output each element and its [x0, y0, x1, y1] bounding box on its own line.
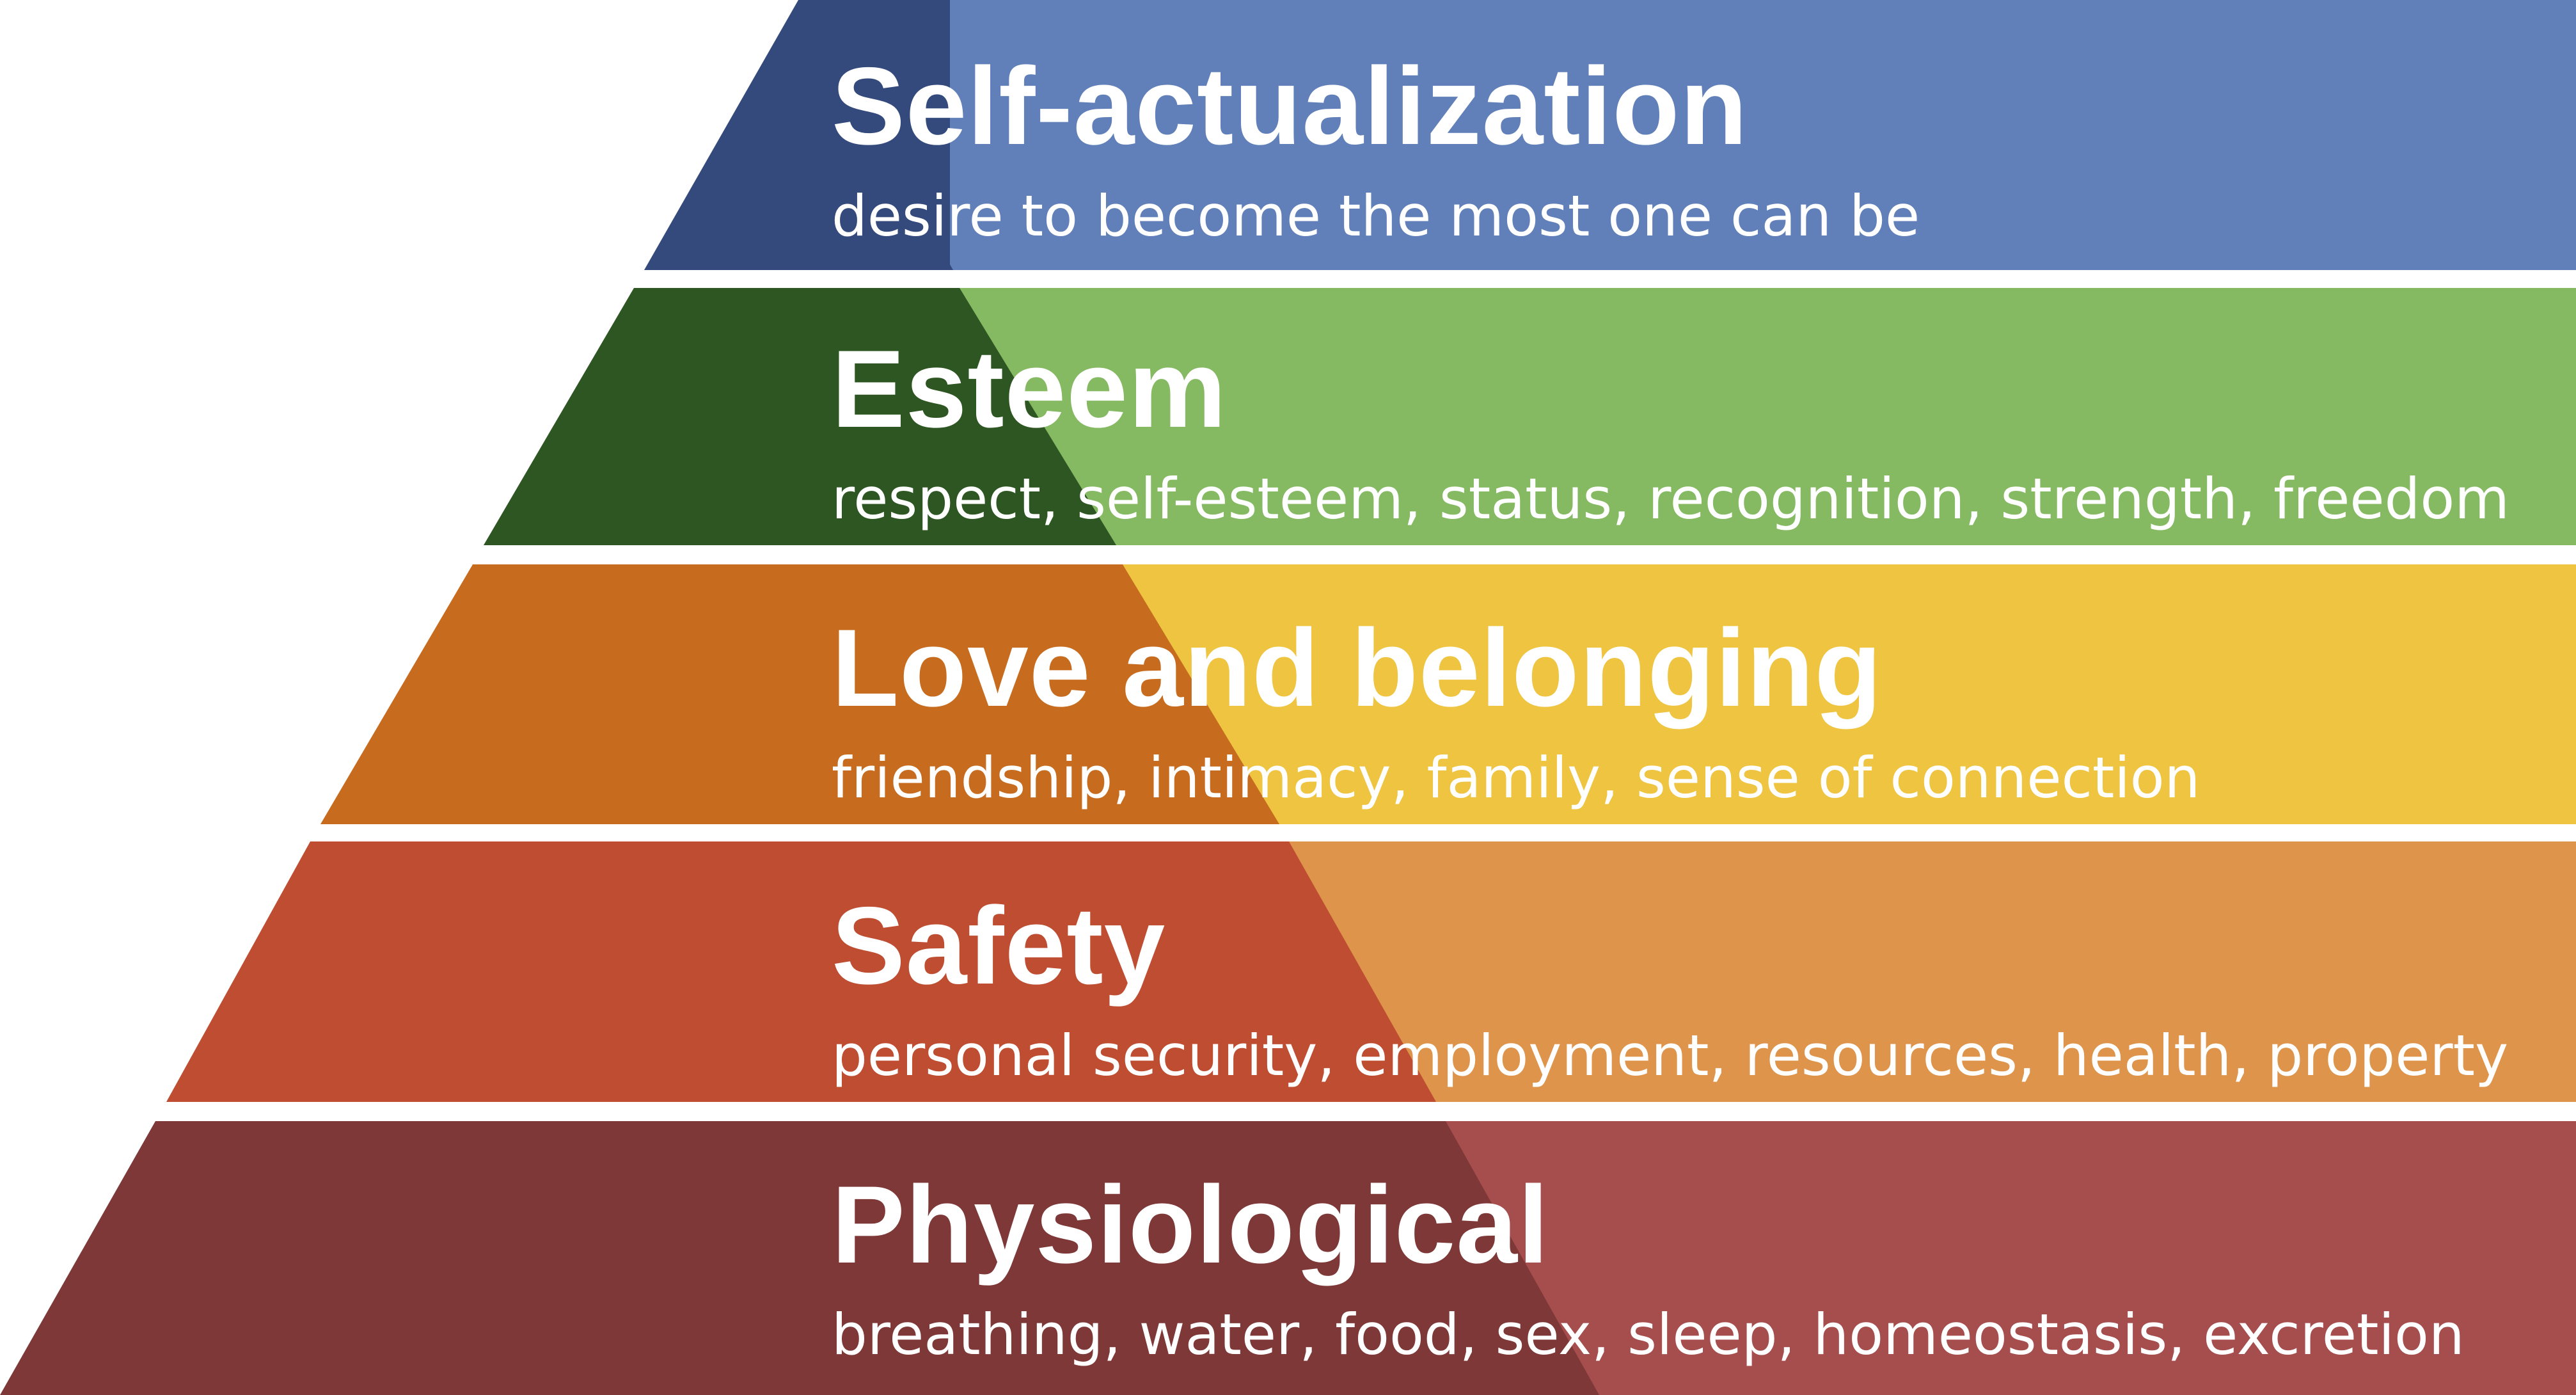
level-title: Safety [832, 884, 1166, 1007]
level-description: respect, self-esteem, status, recognitio… [832, 466, 2509, 532]
level-safety: Safety personal security, employment, re… [832, 891, 2508, 1084]
pyramid-tier-love-and-belonging [320, 564, 950, 824]
level-description: desire to become the most one can be [832, 183, 1920, 249]
level-description: personal security, employment, resources… [832, 1023, 2509, 1088]
level-self-actualization: Self-actualization desire to become the … [832, 51, 1920, 244]
level-title: Esteem [832, 328, 1227, 450]
pyramid-edge-self-actualization [798, 0, 953, 270]
level-esteem: Esteem respect, self-esteem, status, rec… [832, 334, 2509, 527]
level-love-and-belonging: Love and belonging friendship, intimacy,… [832, 613, 2200, 806]
band-self-actualization [950, 0, 2576, 270]
pyramid-tier-safety [166, 841, 950, 1102]
band-esteem [950, 288, 2576, 545]
pyramid-tier-esteem [484, 288, 950, 545]
level-description: friendship, intimacy, family, sense of c… [832, 745, 2201, 811]
band-love-and-belonging [950, 564, 2576, 824]
level-title: Love and belonging [832, 607, 1883, 729]
level-physiological: Physiological breathing, water, food, se… [832, 1170, 2465, 1363]
level-description: breathing, water, food, sex, sleep, home… [832, 1302, 2465, 1367]
pyramid-edge-esteem [950, 288, 1116, 545]
pyramid-edge-safety [950, 841, 1436, 1102]
pyramid-edge-love-and-belonging [950, 564, 1279, 824]
level-title: Self-actualization [832, 45, 1748, 168]
pyramid-edge-physiological [950, 1121, 1599, 1395]
level-title: Physiological [832, 1163, 1549, 1286]
pyramid-tier-physiological [0, 1121, 950, 1395]
